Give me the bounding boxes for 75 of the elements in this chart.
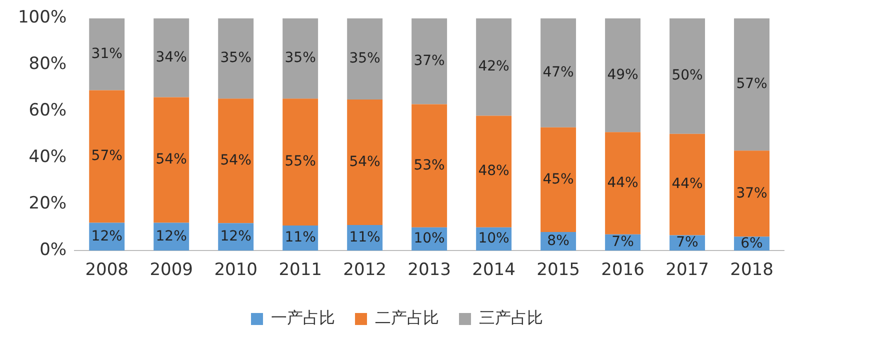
- data-label: 37%: [414, 52, 445, 69]
- data-label: 47%: [542, 64, 574, 80]
- legend-label: 一产占比: [271, 308, 335, 328]
- bar: [347, 18, 383, 100]
- data-label: 57%: [91, 148, 122, 164]
- bar: [218, 18, 254, 99]
- data-label: 35%: [284, 50, 316, 66]
- bar: [476, 116, 512, 228]
- y-tick-label: 0%: [40, 240, 67, 260]
- bar: [282, 18, 318, 99]
- y-tick-label: 40%: [28, 147, 67, 168]
- x-tick-label: 2017: [666, 260, 709, 280]
- data-label: 31%: [91, 46, 122, 62]
- data-label: 11%: [284, 230, 316, 246]
- x-tick-label: 2016: [601, 260, 644, 280]
- bar: [89, 18, 125, 90]
- x-tick-label: 2013: [408, 260, 451, 280]
- x-tick-label: 2014: [472, 260, 516, 280]
- data-label: 8%: [547, 232, 570, 249]
- data-label: 12%: [220, 228, 252, 245]
- data-label: 7%: [676, 234, 698, 251]
- bar: [154, 18, 190, 98]
- legend-label: 二产占比: [375, 308, 439, 328]
- data-label: 35%: [349, 50, 380, 67]
- data-label: 12%: [156, 228, 187, 244]
- data-label: 44%: [672, 176, 703, 192]
- bar: [734, 18, 770, 151]
- bar: [412, 104, 448, 228]
- data-label: 10%: [414, 230, 445, 247]
- data-label: 55%: [284, 154, 316, 170]
- data-label: 49%: [607, 66, 638, 83]
- x-tick-label: 2010: [214, 260, 258, 280]
- data-label: 12%: [91, 228, 122, 244]
- data-label: 45%: [542, 171, 574, 188]
- x-tick-label: 2009: [150, 260, 193, 280]
- bar: [476, 18, 512, 116]
- bar: [282, 98, 318, 226]
- data-label: 54%: [220, 152, 252, 169]
- data-label: 53%: [414, 157, 445, 174]
- x-tick-label: 2011: [278, 260, 322, 280]
- bar: [605, 132, 641, 234]
- data-label: 57%: [736, 76, 768, 92]
- data-label: 10%: [478, 230, 510, 247]
- bar: [734, 150, 770, 237]
- bar: [605, 18, 641, 132]
- bar: [412, 18, 448, 104]
- x-tick-label: 2018: [730, 260, 774, 280]
- data-label: 11%: [349, 229, 380, 246]
- data-label: 37%: [736, 185, 768, 202]
- bar: [670, 18, 705, 134]
- data-label: 34%: [156, 49, 187, 66]
- y-tick-label: 20%: [28, 194, 67, 214]
- bar: [670, 134, 705, 236]
- bar: [218, 98, 254, 224]
- bar: [540, 127, 576, 232]
- bar: [89, 90, 125, 223]
- data-label: 54%: [349, 154, 380, 170]
- data-label: 6%: [740, 235, 763, 252]
- data-label: 44%: [607, 174, 638, 191]
- x-tick-label: 2015: [536, 260, 580, 280]
- y-tick-label: 80%: [28, 54, 67, 74]
- data-label: 48%: [478, 163, 510, 180]
- x-tick-label: 2012: [343, 260, 386, 280]
- bar: [347, 100, 383, 226]
- x-tick-label: 2008: [85, 260, 128, 280]
- data-label: 42%: [478, 58, 510, 75]
- y-tick-label: 100%: [18, 8, 67, 28]
- data-label: 50%: [672, 68, 703, 84]
- bar: [540, 18, 576, 128]
- legend-label: 三产占比: [479, 308, 543, 328]
- bar: [154, 97, 190, 223]
- data-label: 54%: [156, 152, 187, 168]
- data-label: 7%: [612, 234, 634, 250]
- data-label: 35%: [220, 50, 252, 66]
- y-tick-label: 60%: [28, 100, 67, 121]
